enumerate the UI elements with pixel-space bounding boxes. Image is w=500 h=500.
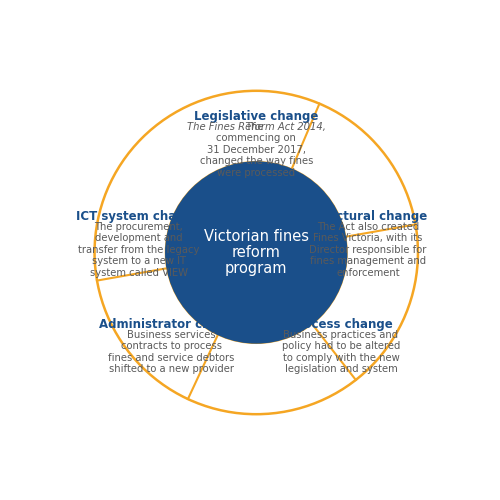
Text: system called VIEW: system called VIEW: [90, 268, 188, 278]
Text: system to a new IT: system to a new IT: [92, 256, 186, 266]
Text: Administrator change: Administrator change: [100, 318, 244, 331]
Text: fines and service debtors: fines and service debtors: [108, 352, 234, 362]
Text: changed the way fines: changed the way fines: [200, 156, 313, 166]
Text: Structural change: Structural change: [308, 210, 428, 223]
Text: program: program: [225, 261, 288, 276]
Text: Business services: Business services: [127, 330, 216, 340]
Text: legislation and system: legislation and system: [284, 364, 398, 374]
Text: reform: reform: [232, 245, 280, 260]
Text: were processed: were processed: [217, 168, 296, 178]
Text: shifted to a new provider: shifted to a new provider: [109, 364, 234, 374]
Text: to comply with the new: to comply with the new: [282, 352, 400, 362]
Text: The: The: [246, 122, 267, 132]
Text: development and: development and: [95, 234, 182, 243]
Text: Fines Victoria, with its: Fines Victoria, with its: [313, 234, 422, 243]
Text: fines management and: fines management and: [310, 256, 426, 266]
Text: commencing on: commencing on: [216, 133, 296, 143]
Text: Process change: Process change: [289, 318, 393, 331]
Text: The ⁠Fines Reform Act 2014⁠,: The ⁠Fines Reform Act 2014⁠,: [187, 122, 326, 132]
Text: enforcement: enforcement: [336, 268, 400, 278]
Text: 31 December 2017,: 31 December 2017,: [207, 144, 306, 154]
Text: contracts to process: contracts to process: [121, 341, 222, 351]
Text: The procurement,: The procurement,: [94, 222, 183, 232]
Text: Victorian fines: Victorian fines: [204, 229, 309, 244]
Text: Director responsible for: Director responsible for: [309, 245, 426, 255]
Text: ICT system change: ICT system change: [76, 210, 202, 223]
Circle shape: [166, 162, 346, 343]
Text: transfer from the legacy: transfer from the legacy: [78, 245, 200, 255]
Text: Legislative change: Legislative change: [194, 110, 318, 123]
Text: Business practices and: Business practices and: [284, 330, 399, 340]
Text: policy had to be altered: policy had to be altered: [282, 341, 400, 351]
Text: The Act also created: The Act also created: [317, 222, 419, 232]
